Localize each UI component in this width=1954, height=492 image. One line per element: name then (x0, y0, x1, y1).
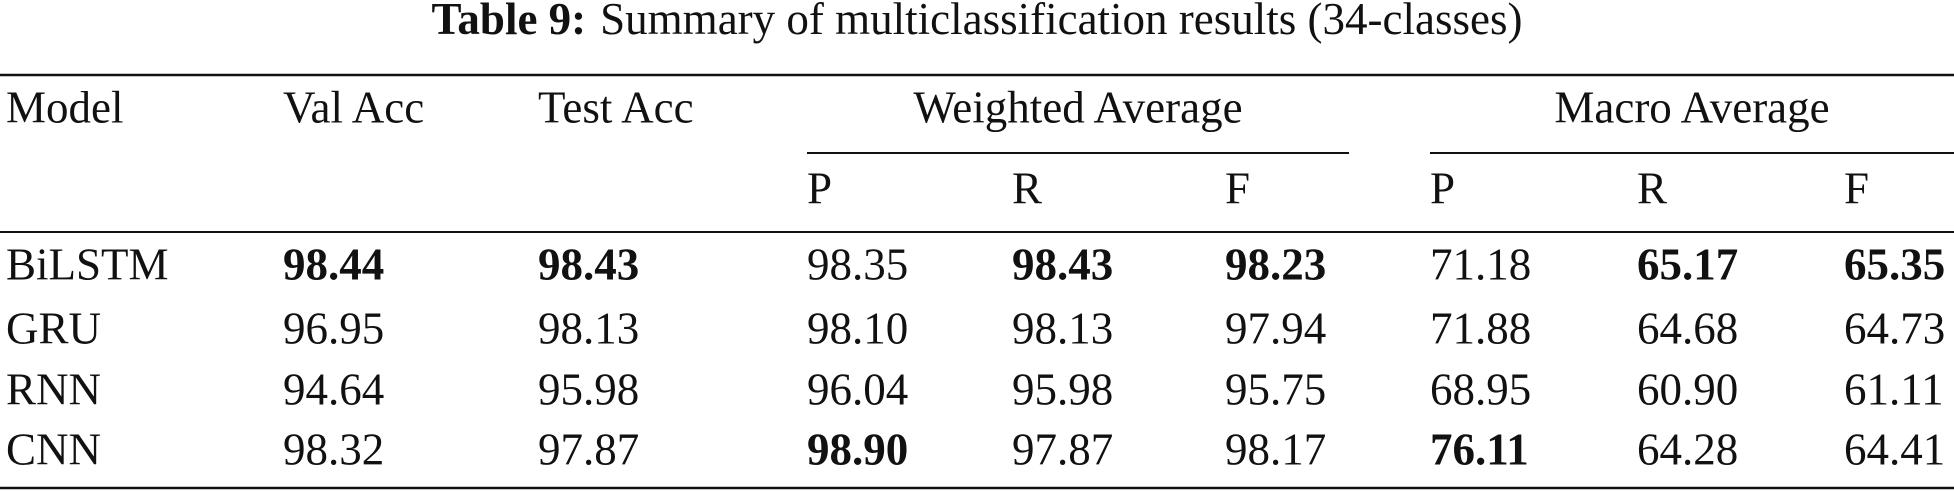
cell: 98.43 (1012, 239, 1113, 289)
cell: 97.94 (1225, 303, 1326, 353)
sub-header: P (807, 163, 832, 213)
cell: 98.43 (538, 239, 639, 289)
group-header: Weighted Average (913, 82, 1242, 132)
cell: 68.95 (1430, 364, 1531, 414)
row-label: GRU (6, 303, 101, 353)
cell: 64.41 (1844, 424, 1945, 474)
cell: 64.28 (1637, 424, 1738, 474)
row-label: RNN (6, 364, 101, 414)
cell: 76.11 (1430, 424, 1529, 474)
cell: 64.68 (1637, 303, 1738, 353)
cell: 95.98 (538, 364, 639, 414)
sub-header: R (1012, 163, 1042, 213)
column-header: Test Acc (538, 82, 694, 132)
cell: 98.35 (807, 239, 908, 289)
cell: 64.73 (1844, 303, 1945, 353)
cell: 95.75 (1225, 364, 1326, 414)
cell: 71.88 (1430, 303, 1531, 353)
sub-header: P (1430, 163, 1455, 213)
column-header: Model (6, 82, 124, 132)
sub-header: R (1637, 163, 1667, 213)
column-header: Val Acc (283, 82, 424, 132)
cell: 95.98 (1012, 364, 1113, 414)
cell: 98.32 (283, 424, 384, 474)
sub-header: F (1225, 163, 1250, 213)
caption: Table 9: Summary of multiclassification r… (432, 0, 1523, 44)
group-header: Macro Average (1554, 82, 1829, 132)
caption-label: Table 9: (432, 0, 587, 44)
cell: 98.10 (807, 303, 908, 353)
cell: 94.64 (283, 364, 384, 414)
cell: 61.11 (1844, 364, 1944, 414)
cell: 98.17 (1225, 424, 1326, 474)
cell: 98.13 (538, 303, 639, 353)
cell: 98.23 (1225, 239, 1326, 289)
row-label: BiLSTM (6, 239, 169, 289)
cell: 60.90 (1637, 364, 1738, 414)
cell: 96.04 (807, 364, 908, 414)
cell: 65.35 (1844, 239, 1945, 289)
cell: 98.13 (1012, 303, 1113, 353)
cell: 65.17 (1637, 239, 1738, 289)
sub-header: F (1844, 163, 1869, 213)
caption-text: Summary of multiclassification results (… (600, 0, 1522, 44)
cell: 98.44 (283, 239, 384, 289)
cell: 96.95 (283, 303, 384, 353)
cell: 97.87 (1012, 424, 1113, 474)
cell: 98.90 (807, 424, 908, 474)
row-label: CNN (6, 424, 101, 474)
cell: 97.87 (538, 424, 639, 474)
cell: 71.18 (1430, 239, 1531, 289)
